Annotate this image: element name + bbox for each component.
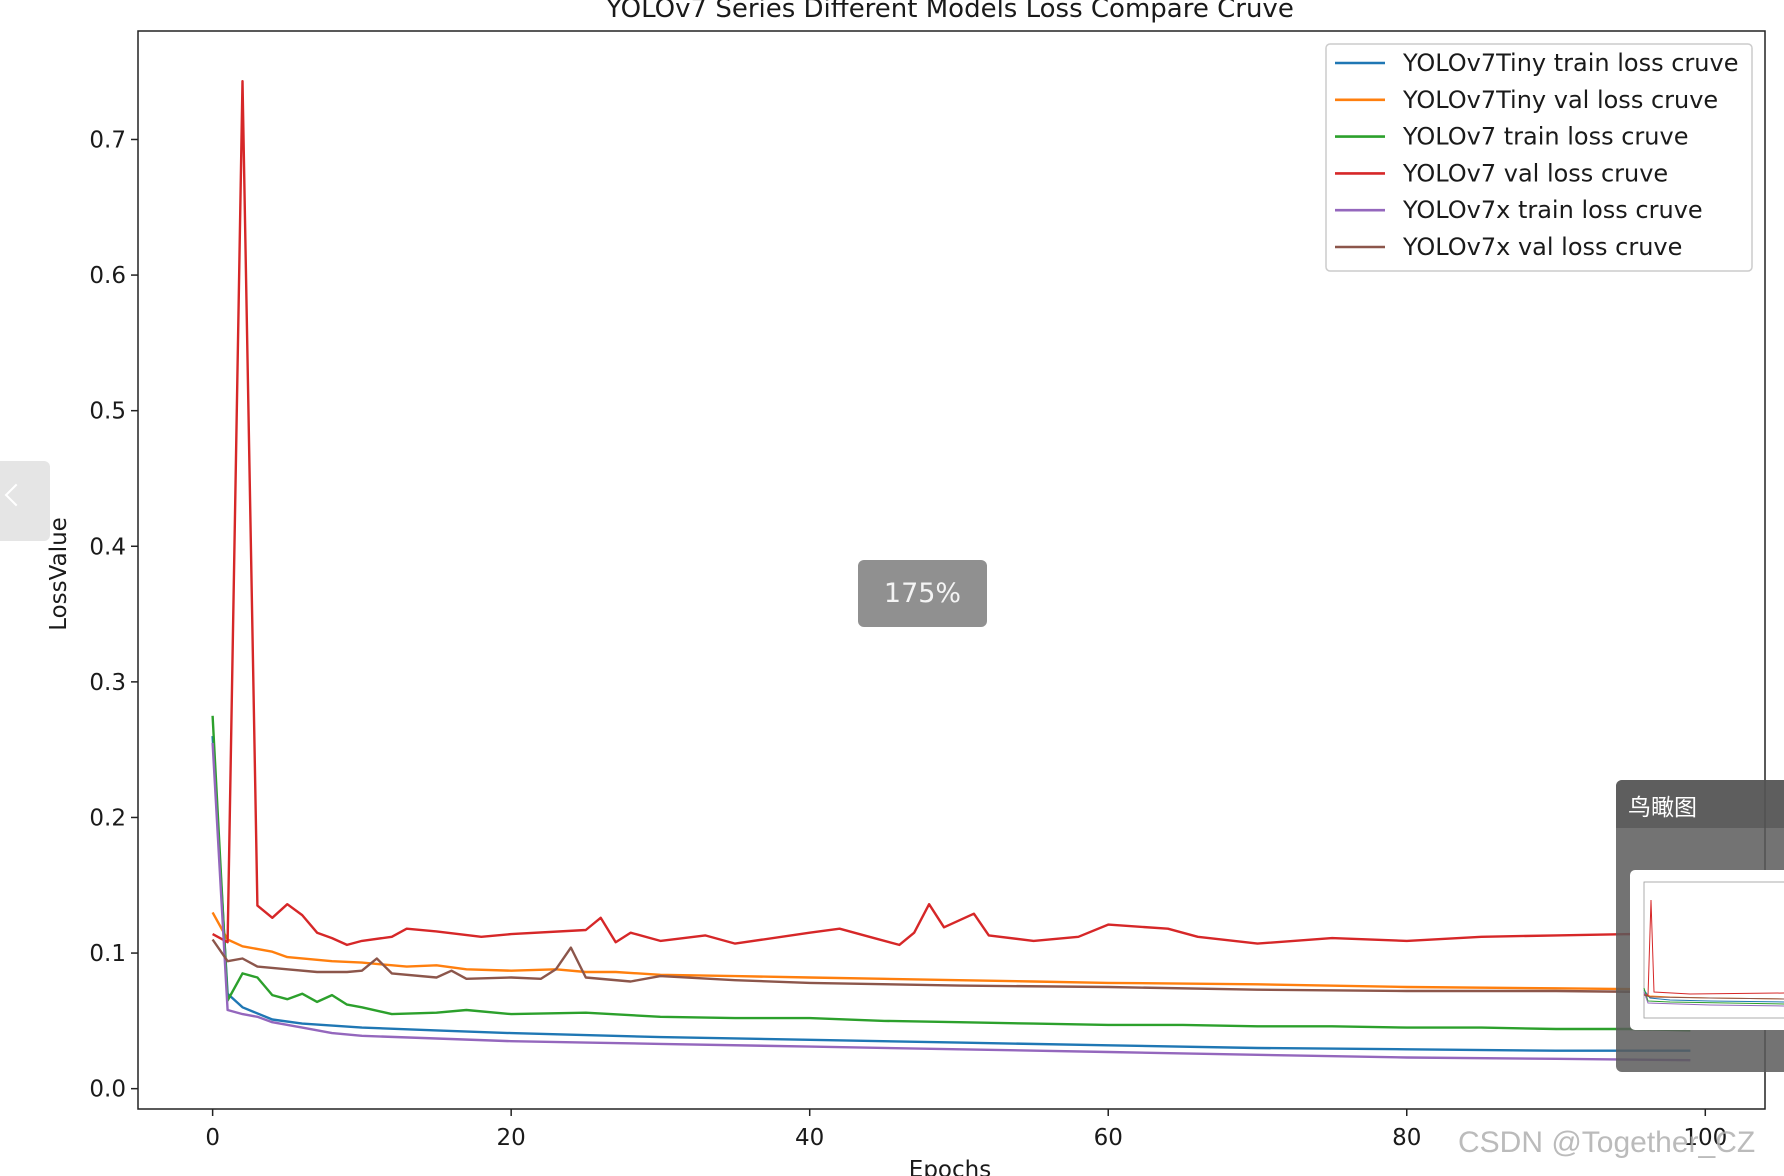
legend-label: YOLOv7 val loss cruve (1402, 159, 1668, 187)
x-axis-title: Epochs (909, 1157, 991, 1176)
chevron-left-icon (4, 483, 28, 507)
y-tick-label: 0.4 (89, 534, 126, 560)
y-tick-label: 0.5 (89, 399, 126, 425)
y-tick-label: 0.1 (89, 941, 126, 967)
x-tick-label: 20 (497, 1125, 526, 1151)
zoom-level-badge: 175% (858, 560, 987, 627)
x-tick-label: 80 (1392, 1125, 1421, 1151)
y-tick-label: 0.7 (89, 127, 126, 153)
birdseye-panel[interactable]: 鸟瞰图 (1616, 780, 1784, 1072)
x-axis: 0 20 40 60 80 100 (205, 1109, 1727, 1151)
legend: YOLOv7Tiny train loss cruve YOLOv7Tiny va… (1325, 43, 1753, 272)
previous-image-button[interactable] (0, 461, 50, 541)
y-axis-title: LossValue (46, 517, 72, 631)
thumbnail-chart (1643, 881, 1784, 1019)
legend-label: YOLOv7 train loss cruve (1402, 123, 1688, 151)
y-tick-label: 0.6 (89, 263, 126, 289)
legend-label: YOLOv7Tiny val loss cruve (1402, 86, 1718, 114)
legend-label: YOLOv7x val loss cruve (1402, 233, 1682, 261)
y-tick-label: 0.3 (89, 670, 126, 696)
legend-items: YOLOv7Tiny train loss cruve YOLOv7Tiny va… (1335, 49, 1738, 261)
series-line-6 (211, 938, 1691, 994)
birdseye-thumbnail[interactable] (1630, 870, 1784, 1030)
watermark: CSDN @Together_CZ (1458, 1126, 1756, 1159)
chart-title: YOLOv7 Series Different Models Loss Comp… (605, 0, 1294, 24)
x-tick-label: 60 (1094, 1125, 1123, 1151)
series-line-5 (211, 742, 1691, 1062)
series-line-3 (211, 715, 1691, 1032)
y-axis: 0.0 0.1 0.2 0.3 0.4 0.5 0.6 0.7 (89, 127, 138, 1103)
y-tick-label: 0.0 (89, 1077, 126, 1103)
legend-label: YOLOv7Tiny train loss cruve (1402, 49, 1738, 77)
birdseye-title: 鸟瞰图 (1628, 795, 1697, 821)
y-tick-label: 0.2 (89, 805, 126, 831)
series-line-2 (211, 911, 1691, 991)
series-layer (211, 79, 1691, 1062)
series-line-4 (212, 79, 1691, 947)
x-tick-label: 100 (1683, 1125, 1727, 1151)
birdseye-header (1616, 780, 1784, 828)
x-tick-label: 0 (205, 1125, 220, 1151)
x-tick-label: 40 (795, 1125, 824, 1151)
legend-box (1325, 43, 1753, 272)
series-line-1 (211, 736, 1691, 1052)
legend-label: YOLOv7x train loss cruve (1402, 196, 1703, 224)
